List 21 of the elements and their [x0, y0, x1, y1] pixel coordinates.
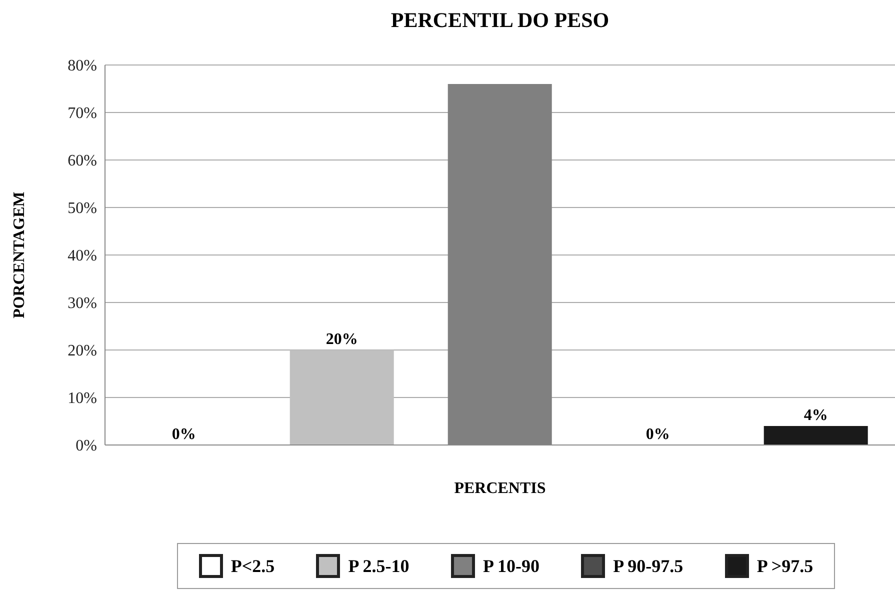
y-tick-label: 50% [68, 200, 97, 218]
y-tick-label: 40% [68, 248, 97, 265]
legend-label: P >97.5 [756, 556, 814, 576]
chart-title: PERCENTIL DO PESO [390, 8, 610, 33]
data-label: 4% [804, 407, 828, 424]
data-label: 0% [172, 426, 196, 443]
y-axis-title: PORCENTAGEM [11, 192, 29, 318]
data-label: 20% [326, 331, 358, 348]
y-tick-label: 20% [68, 342, 97, 360]
y-tick-label: 60% [68, 152, 97, 170]
y-tick-label: 30% [68, 295, 97, 312]
y-tick-label: 70% [68, 105, 97, 122]
x-axis-title: PERCENTIS [453, 480, 547, 498]
legend-label: P<2.5 [230, 556, 275, 576]
y-tick-label: 10% [68, 390, 97, 408]
y-tick-label: 0% [76, 438, 97, 455]
legend-label: P 10-90 [482, 556, 540, 576]
legend-label: P 90-97.5 [613, 556, 684, 576]
y-tick-label: 80% [68, 58, 97, 75]
legend-label: P 2.5-10 [348, 556, 410, 576]
data-label: 0% [646, 426, 670, 443]
